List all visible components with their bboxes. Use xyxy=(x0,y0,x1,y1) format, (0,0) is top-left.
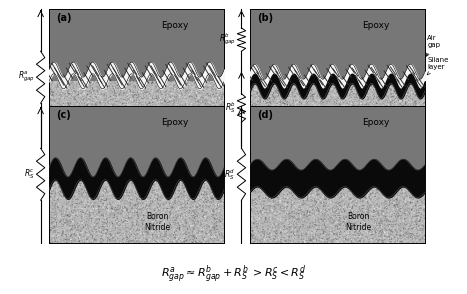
Text: Silane
layer: Silane layer xyxy=(427,57,449,75)
Text: $R^b_{gap}$: $R^b_{gap}$ xyxy=(219,32,236,47)
Text: $R^d_S$: $R^d_S$ xyxy=(225,167,236,182)
Text: Boron
Nitride: Boron Nitride xyxy=(346,212,371,232)
Text: $R^b_S$: $R^b_S$ xyxy=(225,101,236,115)
Text: $R^c_S$: $R^c_S$ xyxy=(24,168,35,181)
Text: (c): (c) xyxy=(56,110,71,120)
Text: (d): (d) xyxy=(257,110,273,120)
Text: Air
gap: Air gap xyxy=(426,35,440,56)
Text: Boron
Nitride: Boron Nitride xyxy=(145,115,170,135)
Text: (a): (a) xyxy=(56,13,71,23)
Text: Epoxy: Epoxy xyxy=(362,21,389,30)
Text: $R^a_{gap}$: $R^a_{gap}$ xyxy=(18,70,35,84)
Text: (b): (b) xyxy=(257,13,273,23)
Text: Boron
Nitride: Boron Nitride xyxy=(346,115,371,135)
Text: Epoxy: Epoxy xyxy=(362,118,389,127)
Text: Epoxy: Epoxy xyxy=(162,118,189,127)
Text: Boron
Nitride: Boron Nitride xyxy=(145,212,170,232)
Text: $R^{a}_{gap}\approx R^{b}_{gap}+R^{b}_{S}\;>R^{c}_{S}<R^{d}_{S}$: $R^{a}_{gap}\approx R^{b}_{gap}+R^{b}_{S… xyxy=(161,264,306,286)
Text: Epoxy: Epoxy xyxy=(162,21,189,30)
